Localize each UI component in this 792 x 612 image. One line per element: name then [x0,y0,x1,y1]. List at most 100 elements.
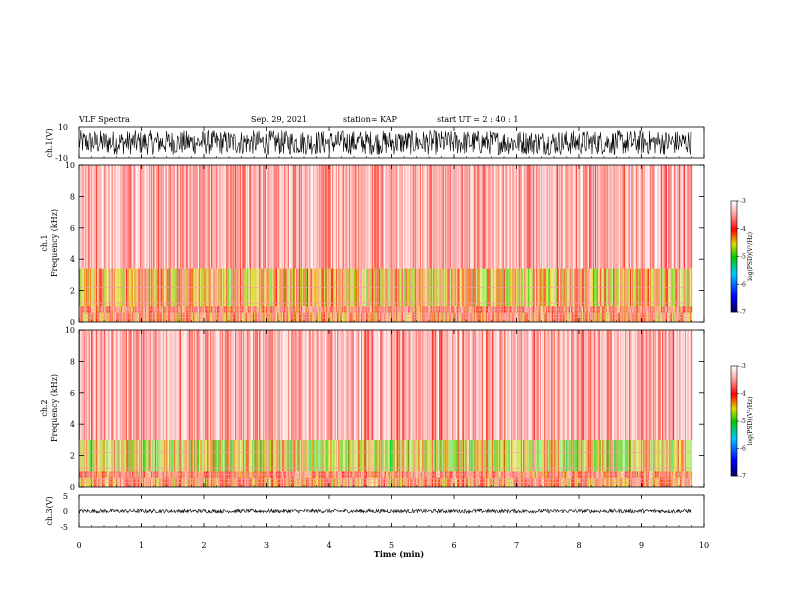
spectrogram-column [475,330,477,440]
spectrogram-column [286,439,288,472]
spectrogram-column [89,439,91,472]
spectrogram-column [139,165,141,269]
spectrogram-column [386,330,388,440]
spectrogram-column [173,439,175,472]
spectrogram-column [118,330,120,440]
spectrogram-column [524,439,526,472]
spectrogram-column [496,165,498,269]
spectrogram-column [499,165,501,269]
spectrogram-column [170,330,172,440]
sferic-line [133,330,134,487]
spectrogram-column [423,165,425,269]
spectrogram-column [219,165,221,269]
spectrogram-column [453,165,455,269]
spectrogram-column [287,439,289,472]
spectrogram-column [355,165,357,269]
spectrogram-column [487,439,489,472]
spectrogram-column [177,330,179,440]
spectrogram-column [416,330,418,440]
spectrogram-column [358,165,360,269]
spectrogram-column [537,165,539,269]
spectrogram-column [585,165,587,269]
colorbar-cell [731,260,737,263]
spectrogram-column [275,330,277,440]
sferic-line [328,165,329,322]
spectrogram-column [572,439,574,472]
sferic-line [551,330,553,487]
spectrogram-column [217,439,219,472]
sferic-line [136,330,137,487]
spectrogram-column [239,165,241,269]
spectrogram-column [573,330,575,440]
spectrogram-column [316,439,318,472]
spectrogram-column [502,439,504,472]
spectrogram-column [527,439,529,472]
spectrogram-column [421,330,423,440]
spectrogram-column [106,439,108,472]
spectrogram-column [567,330,569,440]
spectrogram-column [521,330,523,440]
spectrogram-column [87,330,89,440]
spectrogram-column [229,165,231,269]
colorbar-cell [731,287,737,291]
spectrogram-column [631,330,633,440]
colorbar-cell [731,432,737,435]
xtick-label: 9 [639,541,644,550]
spectrogram-column [200,439,202,472]
spectrogram-column [308,439,310,472]
spectrogram-column [229,330,231,440]
station-label: station= KAP [343,115,398,124]
spectrogram-column [387,439,389,472]
spectrogram-column [140,439,142,472]
spectrogram-column [519,165,521,269]
spectrogram-column [208,330,210,440]
spectrogram-column [526,330,528,440]
colorbar-cell [731,295,737,298]
colorbar-cell [731,424,737,427]
spectrogram-column [341,165,343,269]
sferic-line [287,330,289,487]
spectrogram-column [256,165,258,269]
sferic-line [521,330,522,487]
spectrogram-column [357,439,359,472]
spectrogram-column [506,439,508,472]
spectrogram-column [209,330,211,440]
spectrogram-column [239,439,241,472]
spectrogram-column [203,330,205,440]
spectrogram-column [601,439,603,472]
spectrogram-column [500,165,502,269]
spectrogram-column [637,165,639,269]
ytick-label: 10 [65,326,75,335]
spectrogram-column [430,439,432,472]
ytick-label: 6 [70,389,75,398]
spectrogram-column [380,165,382,269]
colorbar-cell [731,243,737,246]
spectrogram-column [447,330,449,440]
ch2-spec-ylabel: ch.2 [40,399,49,416]
spectrogram-column [296,330,298,440]
spectrogram-column [596,439,598,472]
spectrogram-column [685,165,687,269]
spectrogram-column [543,330,545,440]
spectrogram-column [139,330,141,440]
spectrogram-column [628,165,630,269]
spectrogram-column [691,165,693,269]
spectrogram-column [141,165,143,269]
spectrogram-column [211,165,213,269]
spectrogram-column [669,165,671,269]
spectrogram-column [275,165,277,269]
spectrogram-column [260,439,262,472]
spectrogram-column [98,165,100,269]
sferic-line [654,330,656,487]
spectrogram-column [171,439,173,472]
spectrogram-column [353,330,355,440]
sferic-line [492,330,494,487]
spectrogram-column [553,165,555,269]
spectrogram-column [589,439,591,472]
spectrogram-column [544,439,546,472]
spectrogram-column [490,330,492,440]
spectrogram-column [580,165,582,269]
spectrogram-column [201,165,203,269]
spectrogram-column [577,439,579,472]
spectrogram-column [274,165,276,269]
